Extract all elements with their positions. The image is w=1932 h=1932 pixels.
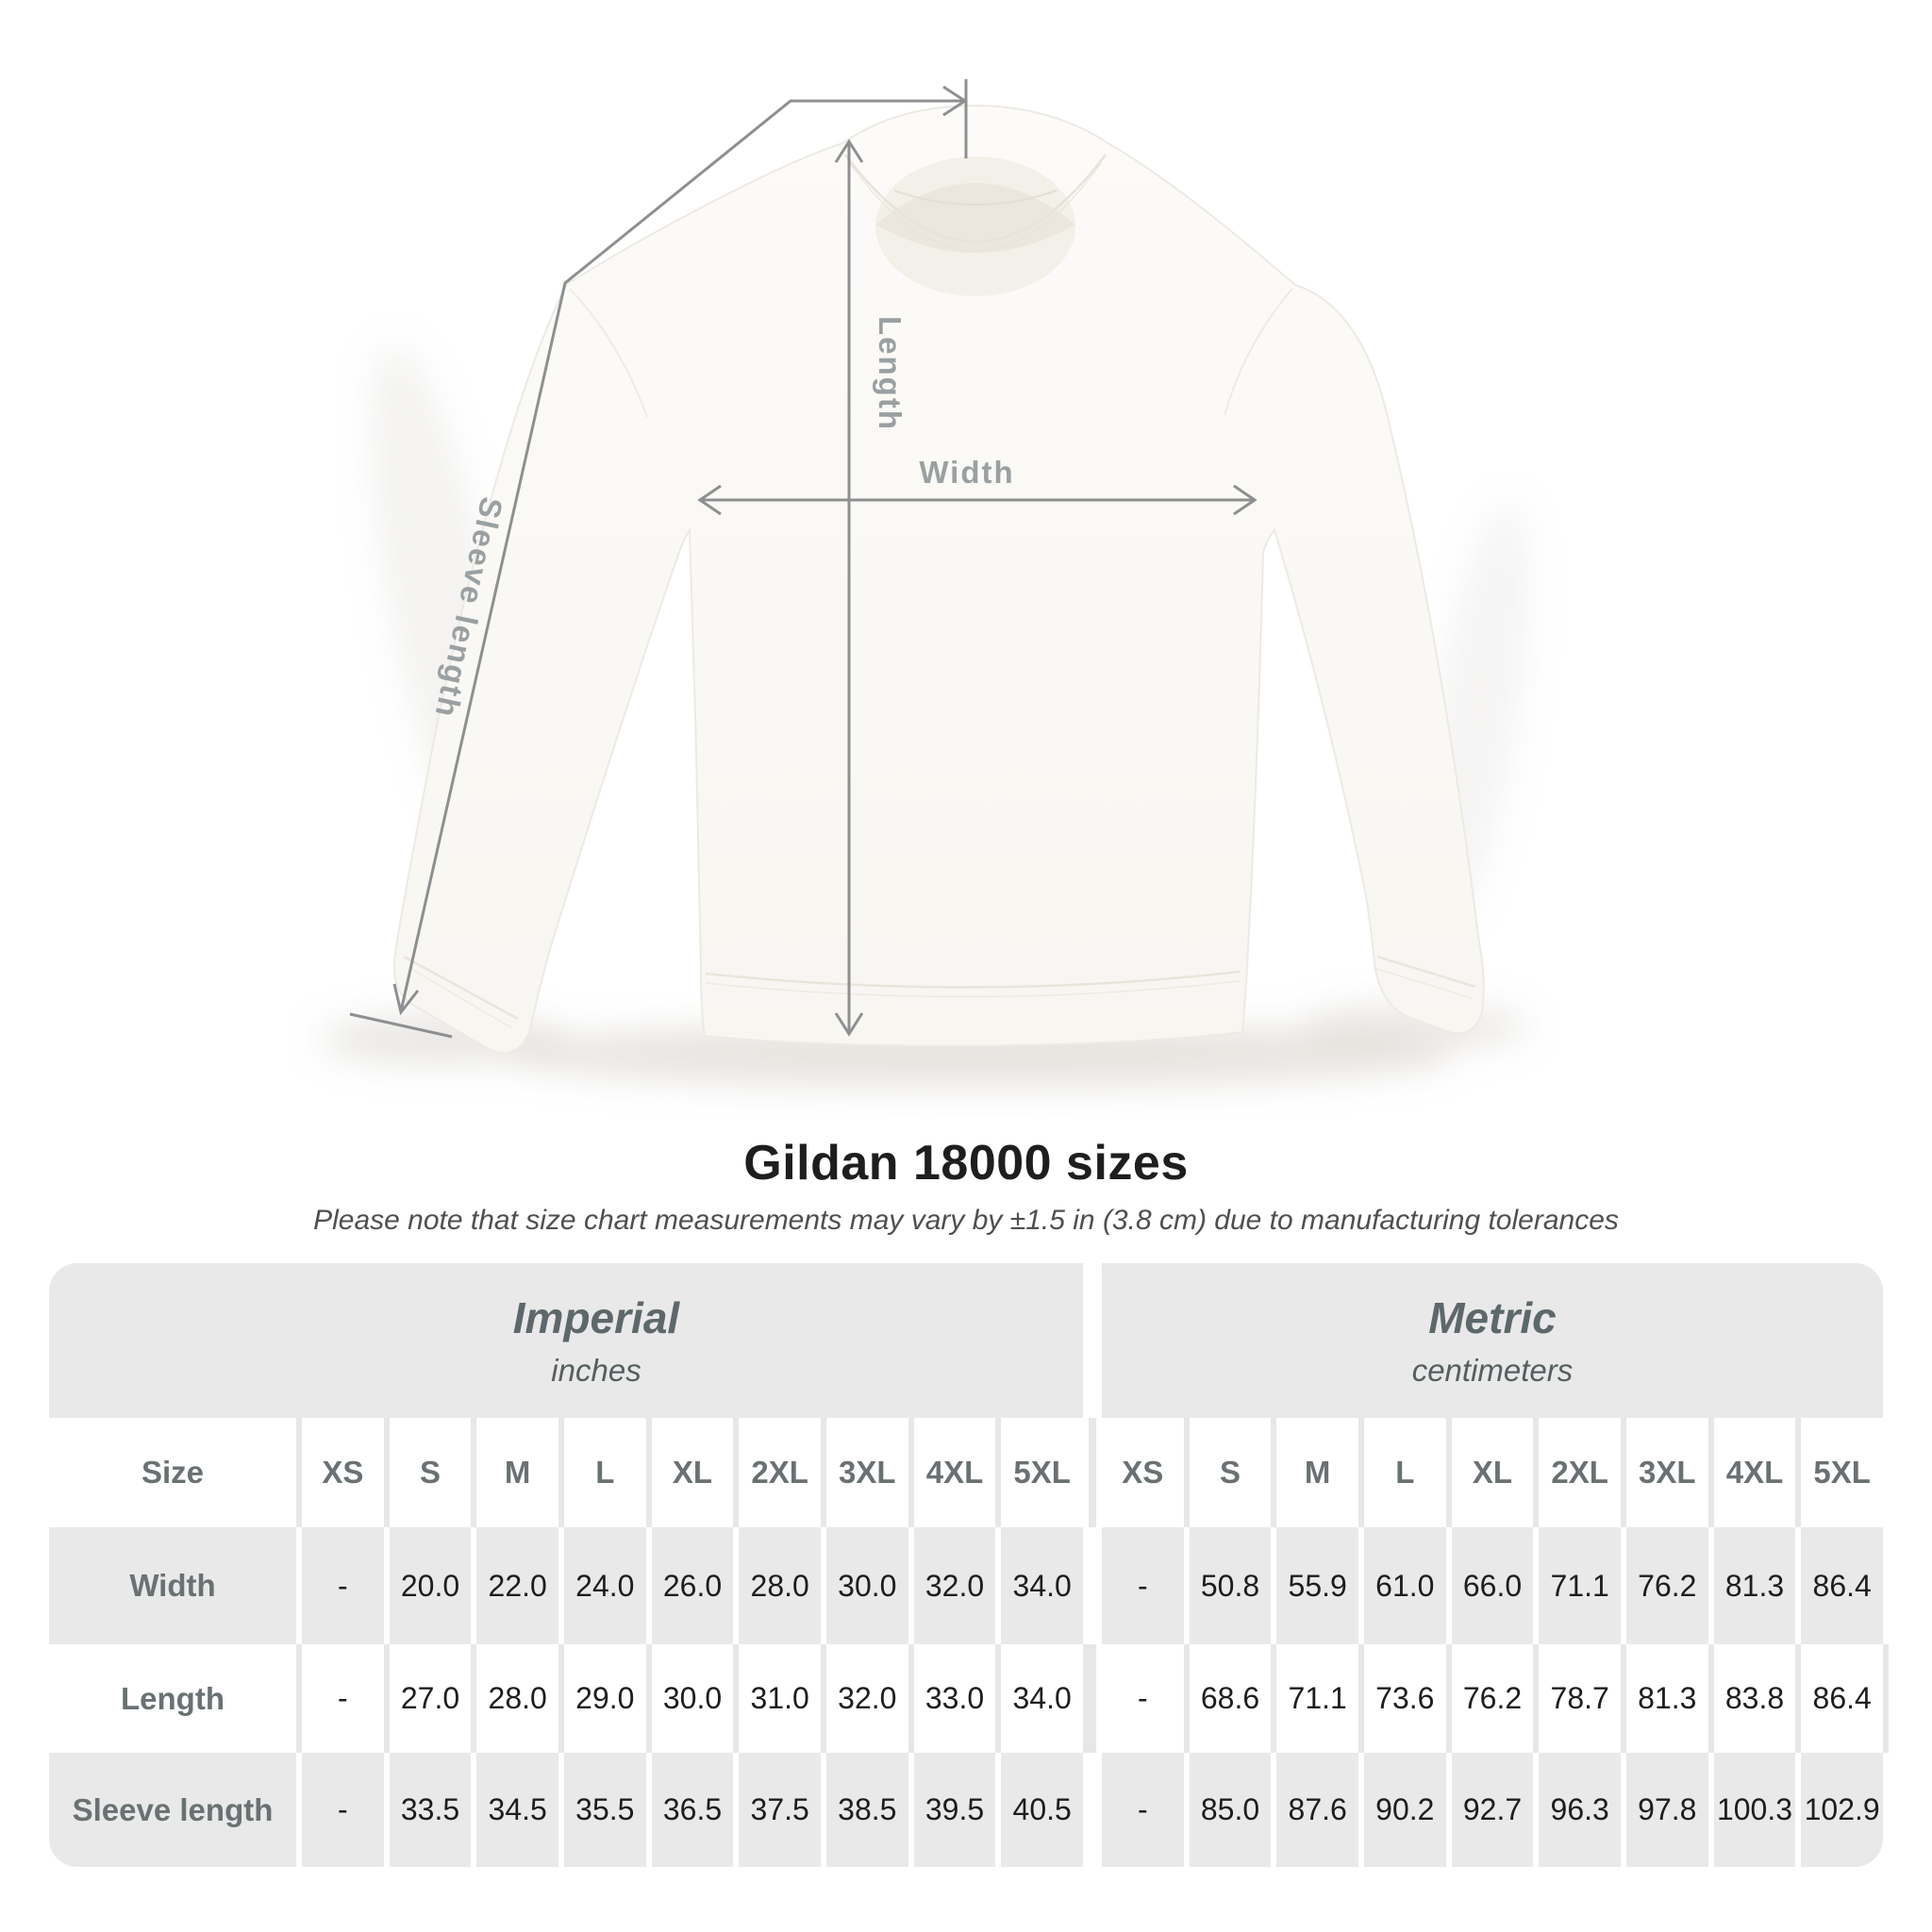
row-label: Length <box>49 1644 302 1753</box>
size-value-cell: 32.0 <box>913 1527 996 1644</box>
size-value-cell: - <box>302 1527 384 1644</box>
size-value-cell: 24.0 <box>563 1527 646 1644</box>
size-value-cell: 39.5 <box>913 1753 996 1867</box>
column-divider <box>1088 1418 1096 1527</box>
size-value-cell: - <box>302 1753 384 1867</box>
size-value-cell: 27.0 <box>390 1644 476 1753</box>
page-title: Gildan 18000 sizes <box>743 1136 1189 1191</box>
size-value-cell: 86.4 <box>1801 1527 1883 1644</box>
size-value-cell: 61.0 <box>1363 1527 1446 1644</box>
column-header-metric-s: S <box>1190 1418 1276 1527</box>
size-value-cell: 76.2 <box>1625 1527 1708 1644</box>
measurement-arrows <box>349 79 1257 1039</box>
width-arrow <box>697 484 1257 516</box>
size-value-cell: 30.0 <box>652 1644 739 1753</box>
size-value-cell: - <box>302 1644 390 1753</box>
column-header-imperial-5xl: 5XL <box>1013 1455 1071 1490</box>
size-value-cell: 28.0 <box>739 1527 821 1644</box>
size-value-cell: 34.0 <box>1001 1644 1089 1753</box>
size-value-cell: 83.8 <box>1714 1644 1801 1753</box>
size-value-cell: 50.8 <box>1189 1527 1272 1644</box>
imperial-title: Imperial <box>512 1293 680 1342</box>
imperial-unit: inches <box>551 1353 641 1388</box>
size-value-cell: 33.0 <box>914 1644 1001 1753</box>
size-value-cell: 97.8 <box>1625 1753 1708 1867</box>
sweatshirt <box>392 104 1485 1055</box>
size-value-cell: 40.5 <box>1001 1753 1083 1867</box>
size-value-cell: 32.0 <box>826 1644 914 1753</box>
column-header-imperial-l: L <box>564 1418 652 1527</box>
column-header-imperial-s: S <box>390 1418 476 1527</box>
size-value-cell: - <box>1101 1527 1184 1644</box>
row-label: Sleeve length <box>49 1753 296 1867</box>
size-value-cell: 71.1 <box>1276 1644 1364 1753</box>
size-value-cell: - <box>1102 1644 1190 1753</box>
length-arrow <box>834 139 864 1037</box>
size-value-cell: 76.2 <box>1452 1644 1539 1753</box>
size-value-cell: 92.7 <box>1451 1753 1534 1867</box>
size-value-cell: 55.9 <box>1276 1527 1358 1644</box>
size-table: Imperial inches Metric centimeters Size XS S M L… <box>49 1263 1889 1867</box>
column-header-imperial-m: M <box>476 1418 564 1527</box>
column-header-metric-m: M <box>1276 1418 1364 1527</box>
size-value-cell: 38.5 <box>825 1753 908 1867</box>
size-value-cell: 36.5 <box>651 1753 734 1867</box>
size-value-cell: 87.6 <box>1276 1753 1358 1867</box>
size-value-cell: 85.0 <box>1189 1753 1272 1867</box>
size-value-cell: 78.7 <box>1539 1644 1626 1753</box>
column-divider <box>1088 1644 1096 1753</box>
size-value-cell: 37.5 <box>739 1753 821 1867</box>
metric-title: Metric <box>1428 1293 1557 1342</box>
sleeve-length-arrow <box>349 79 968 1039</box>
column-header-metric-2xl: 2XL <box>1539 1418 1626 1527</box>
column-header-metric-xs: XS <box>1102 1418 1190 1527</box>
size-value-cell: 73.6 <box>1364 1644 1452 1753</box>
size-value-cell: 71.1 <box>1539 1527 1621 1644</box>
heading-block: Gildan 18000 sizes Please note that size… <box>0 1135 1932 1237</box>
table-group-header-metric: Metric centimeters <box>1101 1263 1883 1418</box>
size-value-cell: 90.2 <box>1363 1753 1446 1867</box>
sweatshirt-illustration: Length Width Sleeve length <box>321 79 1530 1087</box>
column-header-metric-3xl: 3XL <box>1626 1418 1714 1527</box>
column-header-metric-l: L <box>1364 1418 1452 1527</box>
size-value-cell: 28.0 <box>476 1644 564 1753</box>
collar <box>844 154 1107 296</box>
size-value-cell: - <box>1101 1753 1184 1867</box>
column-header-imperial-4xl: 4XL <box>914 1418 1001 1527</box>
page-subtitle: Please note that size chart measurements… <box>313 1205 1619 1236</box>
size-value-cell: 81.3 <box>1626 1644 1714 1753</box>
width-label: Width <box>919 455 1014 490</box>
size-value-cell: 81.3 <box>1713 1527 1796 1644</box>
size-value-cell: 35.5 <box>563 1753 646 1867</box>
metric-unit: centimeters <box>1411 1353 1574 1388</box>
column-header-imperial-xs: XS <box>302 1418 390 1527</box>
row-label: Width <box>49 1527 296 1644</box>
size-value-cell: 34.5 <box>476 1753 558 1867</box>
size-value-cell: 68.6 <box>1190 1644 1276 1753</box>
size-corner-header: Size <box>49 1418 302 1527</box>
size-value-cell: 29.0 <box>564 1644 652 1753</box>
size-value-cell: 31.0 <box>739 1644 826 1753</box>
column-header-imperial-xl: XL <box>652 1418 739 1527</box>
size-value-cell: 33.5 <box>389 1753 472 1867</box>
size-value-cell: 22.0 <box>476 1527 558 1644</box>
size-value-cell: 26.0 <box>651 1527 734 1644</box>
column-header-metric-xl: XL <box>1452 1418 1539 1527</box>
size-value-cell: 100.3 <box>1713 1753 1796 1867</box>
size-value-cell: 86.4 <box>1801 1644 1889 1753</box>
size-value-cell: 20.0 <box>389 1527 472 1644</box>
length-label: Length <box>873 316 908 431</box>
column-header-imperial-2xl: 2XL <box>739 1418 826 1527</box>
column-header-imperial-3xl: 3XL <box>826 1418 914 1527</box>
size-value-cell: 96.3 <box>1539 1753 1621 1867</box>
size-value-cell: 30.0 <box>825 1527 908 1644</box>
column-header-metric-4xl: 4XL <box>1714 1418 1801 1527</box>
size-value-cell: 66.0 <box>1451 1527 1534 1644</box>
table-group-header-imperial: Imperial inches <box>49 1263 1083 1418</box>
sweatshirt-diagram: Length Width Sleeve length <box>321 79 1530 1087</box>
column-header-metric-5xl: 5XL <box>1813 1455 1871 1490</box>
size-value-cell: 34.0 <box>1001 1527 1083 1644</box>
seam-lines <box>403 288 1476 1029</box>
size-value-cell: 102.9 <box>1801 1753 1883 1867</box>
